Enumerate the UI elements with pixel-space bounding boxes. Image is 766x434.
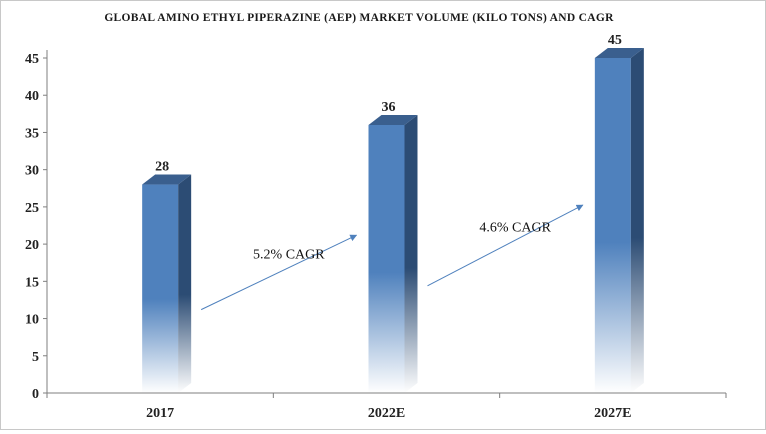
bar-front: [594, 58, 631, 393]
data-label: 45: [608, 33, 622, 48]
bar-side: [404, 115, 418, 393]
cagr-label: 5.2% CAGR: [253, 247, 325, 262]
y-axis-ticks: 0 5 10 15 20 25 30 35 40 45: [25, 52, 47, 402]
cagr-annotations: 5.2% CAGR 4.6% CAGR: [200, 204, 584, 311]
bar-2017: [142, 174, 192, 393]
data-label: 36: [382, 100, 396, 115]
y-tick-label: 10: [25, 313, 39, 328]
bar-side: [178, 174, 192, 393]
data-labels: 28 36 45: [155, 33, 622, 175]
y-tick-label: 35: [25, 126, 39, 141]
bar-top: [142, 174, 192, 185]
y-tick-label: 40: [25, 89, 39, 104]
bar-top: [594, 48, 644, 58]
cagr-arrow: [200, 234, 358, 311]
bars: [142, 48, 644, 393]
y-tick-label: 45: [25, 52, 39, 67]
bar-front: [368, 125, 405, 393]
chart-title: GLOBAL AMINO ETHYL PIPERAZINE (AEP) MARK…: [104, 12, 614, 24]
bar-2027E: [594, 48, 644, 393]
cagr-arrow: [427, 204, 584, 287]
cagr-label: 4.6% CAGR: [479, 220, 551, 235]
bar-top: [368, 115, 418, 125]
y-tick-label: 25: [25, 201, 39, 216]
x-tick-label: 2027E: [594, 406, 631, 421]
x-tick-label: 2017: [146, 406, 174, 421]
bar-2022E: [368, 115, 418, 393]
bar-front: [142, 184, 179, 393]
y-tick-label: 5: [32, 350, 39, 365]
bar-side: [630, 48, 644, 393]
y-tick-label: 30: [25, 164, 39, 179]
y-tick-label: 20: [25, 238, 39, 253]
y-tick-label: 15: [25, 275, 39, 290]
y-tick-label: 0: [32, 387, 39, 402]
data-label: 28: [155, 160, 169, 175]
x-tick-label: 2022E: [368, 406, 405, 421]
x-axis-ticks: 2017 2022E 2027E: [146, 406, 631, 421]
